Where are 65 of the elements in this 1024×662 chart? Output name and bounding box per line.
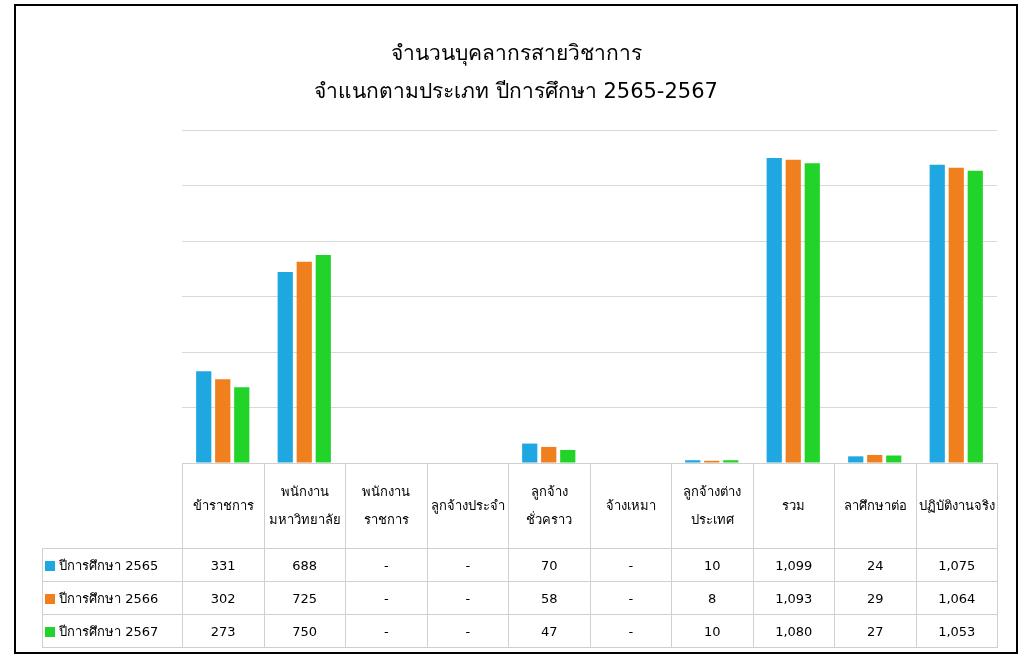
bar	[215, 379, 231, 463]
data-label: 688	[264, 548, 346, 582]
bar	[785, 159, 801, 463]
x-tick-label: จ้างเหมา	[590, 463, 672, 549]
legend-label: ปีการศึกษา 2565	[42, 548, 183, 582]
x-tick-label: ลูกจ้างชั่วคราว	[508, 463, 590, 549]
text: -	[383, 590, 389, 606]
bar	[234, 387, 250, 463]
data-label: 273	[182, 614, 264, 648]
x-tick-label: พนักงานราชการ	[345, 463, 427, 549]
data-label: 27	[834, 614, 916, 648]
data-label: 1,080	[753, 614, 835, 648]
text: -	[628, 623, 634, 639]
data-label: 1,093	[753, 581, 835, 615]
data-label: 24	[834, 548, 916, 582]
text: -	[465, 557, 471, 573]
legend-label: ปีการศึกษา 2566	[42, 581, 183, 615]
data-label: 1,075	[916, 548, 998, 582]
data-label: 8	[671, 581, 753, 615]
bar	[685, 460, 701, 463]
bar	[541, 446, 557, 463]
bar	[948, 167, 964, 463]
bar	[560, 449, 576, 463]
bar	[315, 254, 331, 463]
bar	[967, 170, 983, 463]
bar	[277, 272, 293, 463]
x-tick-label: พนักงานมหาวิทยาลัย	[264, 463, 346, 549]
data-label: 750	[264, 614, 346, 648]
x-tick-label: ลาศึกษาต่อ	[834, 463, 916, 549]
chart-subtitle: จำแนกตามประเภท ปีการศึกษา 2565-2567	[313, 78, 719, 105]
data-label: 29	[834, 581, 916, 615]
text: -	[465, 623, 471, 639]
text: -	[628, 557, 634, 573]
bar	[196, 371, 212, 463]
bar	[886, 455, 902, 463]
text: -	[628, 590, 634, 606]
bar	[804, 163, 820, 463]
data-label: 331	[182, 548, 264, 582]
data-label: 58	[508, 581, 590, 615]
data-label: 10	[671, 614, 753, 648]
bar	[867, 454, 883, 463]
x-tick-label: ข้าราชการ	[182, 463, 264, 549]
text: -	[383, 557, 389, 573]
chart-title: จำนวนบุคลากรสายวิชาการ	[389, 40, 643, 68]
data-label: 1,064	[916, 581, 998, 615]
legend-label: ปีการศึกษา 2567	[42, 614, 183, 648]
data-label: 70	[508, 548, 590, 582]
x-tick-label: ลูกจ้างต่างประเทศ	[671, 463, 753, 549]
bar	[296, 261, 312, 463]
bar	[522, 443, 538, 463]
data-label: 725	[264, 581, 346, 615]
x-tick-label: ลูกจ้างประจำ	[427, 463, 509, 549]
bar	[929, 164, 945, 463]
text: -	[465, 590, 471, 606]
data-label: 47	[508, 614, 590, 648]
bar	[766, 158, 782, 463]
x-tick-label: ปฏิบัติงานจริง	[916, 463, 998, 549]
data-label: 1,099	[753, 548, 835, 582]
data-label: 1,053	[916, 614, 998, 648]
text: -	[383, 623, 389, 639]
bar	[848, 456, 864, 463]
x-tick-label: รวม	[753, 463, 835, 549]
data-label: 302	[182, 581, 264, 615]
data-label: 10	[671, 548, 753, 582]
bar	[723, 460, 739, 463]
